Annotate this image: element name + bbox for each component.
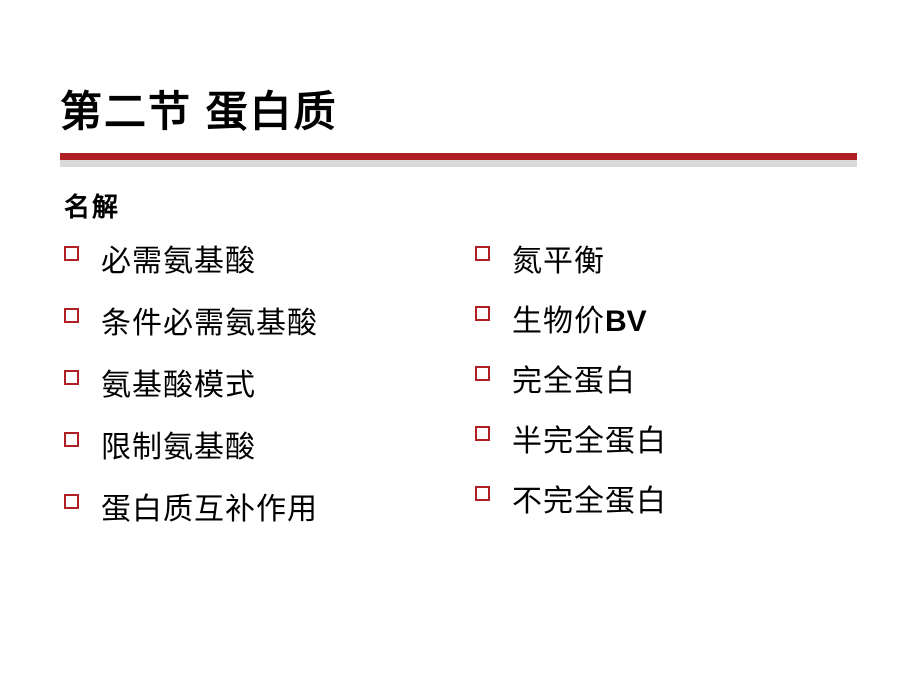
list-item: 生物价BV (475, 296, 860, 340)
item-text: 完全蛋白 (512, 356, 636, 400)
subtitle-label: 名解 (64, 187, 860, 224)
item-text: 限制氨基酸 (101, 422, 256, 466)
list-item: 半完全蛋白 (475, 416, 860, 460)
item-text: 不完全蛋白 (512, 476, 667, 520)
title-underline (60, 153, 860, 167)
list-item: 必需氨基酸 (64, 236, 449, 280)
square-bullet-icon (64, 308, 79, 323)
slide-title: 第二节 蛋白质 (60, 78, 860, 139)
square-bullet-icon (475, 366, 490, 381)
square-bullet-icon (64, 432, 79, 447)
item-text: 条件必需氨基酸 (101, 298, 318, 342)
square-bullet-icon (64, 246, 79, 261)
underline-red-bar (60, 153, 857, 160)
square-bullet-icon (64, 370, 79, 385)
item-text: 氨基酸模式 (101, 360, 256, 404)
item-text: 蛋白质互补作用 (101, 484, 318, 528)
content-columns: 必需氨基酸 条件必需氨基酸 氨基酸模式 限制氨基酸 蛋白质互补作用 氮 (64, 236, 860, 546)
list-item: 氮平衡 (475, 236, 860, 280)
bv-prefix: 生物价 (512, 305, 605, 338)
square-bullet-icon (475, 426, 490, 441)
item-text: 氮平衡 (512, 236, 605, 280)
square-bullet-icon (475, 486, 490, 501)
square-bullet-icon (475, 246, 490, 261)
list-item: 完全蛋白 (475, 356, 860, 400)
list-item: 限制氨基酸 (64, 422, 449, 466)
square-bullet-icon (64, 494, 79, 509)
square-bullet-icon (475, 306, 490, 321)
right-column: 氮平衡 生物价BV 完全蛋白 半完全蛋白 不完全蛋白 (475, 236, 860, 546)
item-text: 生物价BV (512, 296, 647, 340)
list-item: 氨基酸模式 (64, 360, 449, 404)
item-text: 必需氨基酸 (101, 236, 256, 280)
list-item: 条件必需氨基酸 (64, 298, 449, 342)
item-text: 半完全蛋白 (512, 416, 667, 460)
list-item: 蛋白质互补作用 (64, 484, 449, 528)
list-item: 不完全蛋白 (475, 476, 860, 520)
slide-content: 第二节 蛋白质 名解 必需氨基酸 条件必需氨基酸 氨基酸模式 限制氨基酸 (0, 0, 920, 606)
underline-shadow-bar (60, 160, 857, 167)
bv-label: BV (605, 305, 647, 338)
left-column: 必需氨基酸 条件必需氨基酸 氨基酸模式 限制氨基酸 蛋白质互补作用 (64, 236, 449, 546)
